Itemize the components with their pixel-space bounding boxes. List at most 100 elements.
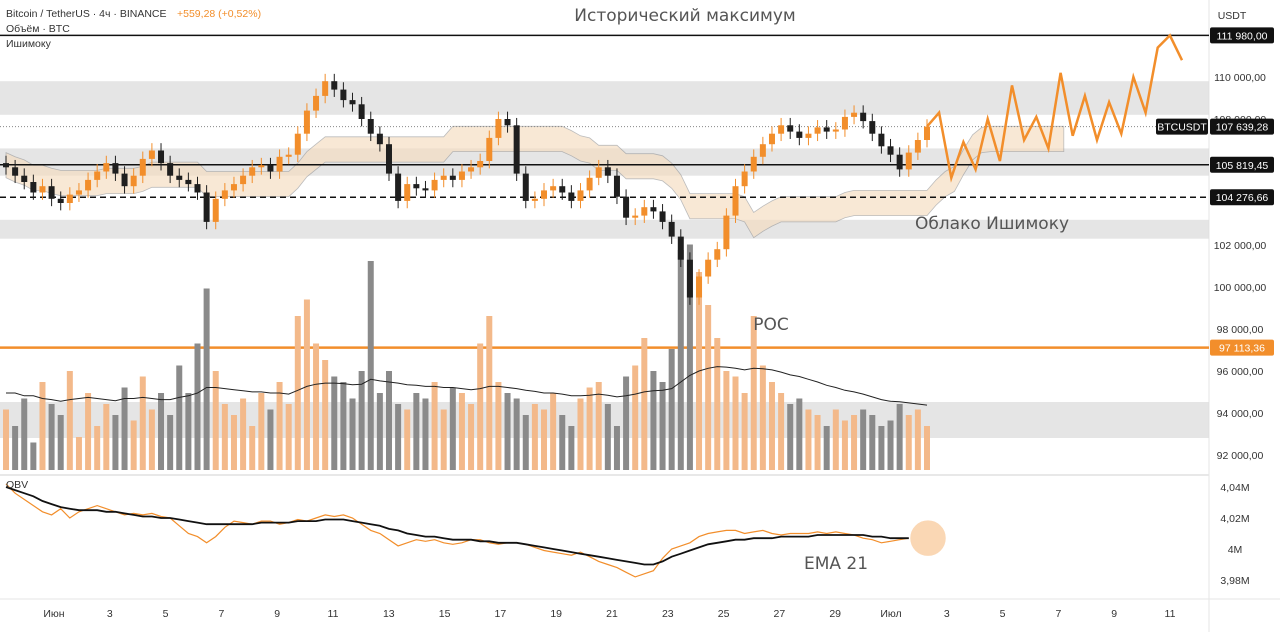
volume-bar <box>659 382 666 470</box>
candle-body <box>823 127 830 132</box>
candle-body <box>57 198 64 203</box>
candle-body <box>696 276 703 298</box>
candle-body <box>559 186 566 193</box>
volume-bar <box>732 376 739 470</box>
volume-bar <box>158 393 165 470</box>
candle-body <box>94 171 101 180</box>
volume-bar <box>21 398 28 470</box>
candle-body <box>659 211 666 222</box>
price-axis-unit[interactable]: USDT <box>1218 10 1247 22</box>
time-tick-label: 17 <box>495 608 507 620</box>
volume-bar <box>896 404 903 470</box>
ath-label: 111 980,00 <box>1217 30 1268 42</box>
time-tick-label: 23 <box>662 608 674 620</box>
candle-body <box>385 144 392 174</box>
volume-bar <box>869 415 876 470</box>
volume-bar <box>276 382 283 470</box>
candle-body <box>340 89 347 101</box>
price-tick-label: 100 000,00 <box>1214 282 1267 294</box>
volume-bar <box>139 376 146 470</box>
volume-bar <box>677 250 684 470</box>
volume-bar <box>57 415 64 470</box>
candle-body <box>650 207 657 212</box>
volume-bar <box>349 398 356 470</box>
volume-bar <box>422 398 429 470</box>
candle-body <box>404 184 411 201</box>
time-tick-label: 19 <box>550 608 562 620</box>
obv-axis[interactable]: 4,04M 4,02M 4M 3,98M <box>1220 482 1249 587</box>
volume-bar <box>668 349 675 470</box>
volume-bar <box>303 299 310 470</box>
candle-body <box>586 177 593 191</box>
volume-bar <box>376 393 383 470</box>
time-tick-label: 11 <box>328 608 339 620</box>
candle-body <box>376 133 383 145</box>
candle-body <box>267 165 274 172</box>
volume-bar <box>604 404 611 470</box>
poc-label: 97 113,36 <box>1219 343 1265 355</box>
time-tick-label: 29 <box>829 608 841 620</box>
candle-body <box>285 154 292 157</box>
time-tick-label: 3 <box>107 608 113 620</box>
volume-bar <box>550 393 557 470</box>
obv-tick-label: 3,98M <box>1220 575 1249 587</box>
legend-symbol[interactable]: Bitcoin / TetherUS · 4ч · BINANCE <box>6 8 167 20</box>
candle-body <box>668 221 675 237</box>
level-104276-label-bg <box>1210 189 1274 206</box>
volume-bar <box>176 365 183 470</box>
candle-body <box>21 175 28 182</box>
ath-label-bg <box>1210 27 1274 44</box>
candle-body <box>176 175 183 180</box>
candle-body <box>604 167 611 176</box>
time-tick-label: 13 <box>383 608 395 620</box>
time-tick-label: Июн <box>43 608 64 620</box>
price-tick-label: 110 000,00 <box>1214 72 1266 84</box>
volume-bar <box>468 404 475 470</box>
volume-bar <box>130 420 137 470</box>
candle-body <box>613 175 620 197</box>
volume-bar <box>887 420 894 470</box>
candle-body <box>851 112 858 117</box>
volume-bar <box>30 442 37 470</box>
poc-annotation: POC <box>753 315 789 335</box>
volume-bar <box>878 426 885 470</box>
volume-bar <box>322 360 329 470</box>
poc-label-bg <box>1210 339 1274 356</box>
legend-change: +559,28 (+0,52%) <box>177 8 261 20</box>
candle-body <box>714 249 721 260</box>
candle-body <box>212 198 219 222</box>
volume-bar <box>486 316 493 470</box>
legend-ichimoku[interactable]: Ишимоку <box>6 38 52 50</box>
obv-line <box>5 483 909 578</box>
obv-pane[interactable] <box>0 476 1209 598</box>
candle-body <box>249 167 256 176</box>
candle-body <box>294 133 301 155</box>
volume-bar <box>577 398 584 470</box>
candle-body <box>221 190 228 199</box>
legend-volume[interactable]: Объём · BTC <box>6 23 70 35</box>
btcusdt-label: 107 639,28 <box>1216 122 1269 134</box>
volume-bar <box>358 371 365 470</box>
forecast-line <box>926 33 1184 183</box>
volume-bar <box>294 316 301 470</box>
cloud-annotation: Облако Ишимоку <box>915 214 1069 234</box>
candle-body <box>130 175 137 187</box>
volume-bar <box>94 426 101 470</box>
candle-body <box>632 215 639 218</box>
volume-bar <box>832 409 839 470</box>
candle-body <box>869 121 876 134</box>
volume-bar <box>814 415 821 470</box>
volume-bar <box>267 409 274 470</box>
volume-bar <box>723 371 730 470</box>
volume-bar <box>148 409 155 470</box>
volume-bar <box>705 305 712 470</box>
volume-bar <box>632 365 639 470</box>
time-tick-label: 27 <box>774 608 786 620</box>
volume-bar <box>759 365 766 470</box>
candle-body <box>167 163 174 176</box>
candle-body <box>924 126 930 140</box>
legend-obv[interactable]: OBV <box>6 479 28 491</box>
time-axis[interactable]: Июн 3 5 7 9 11 13 15 17 19 21 23 25 27 29 Июл 3 5 7 9 11 <box>43 608 1175 620</box>
